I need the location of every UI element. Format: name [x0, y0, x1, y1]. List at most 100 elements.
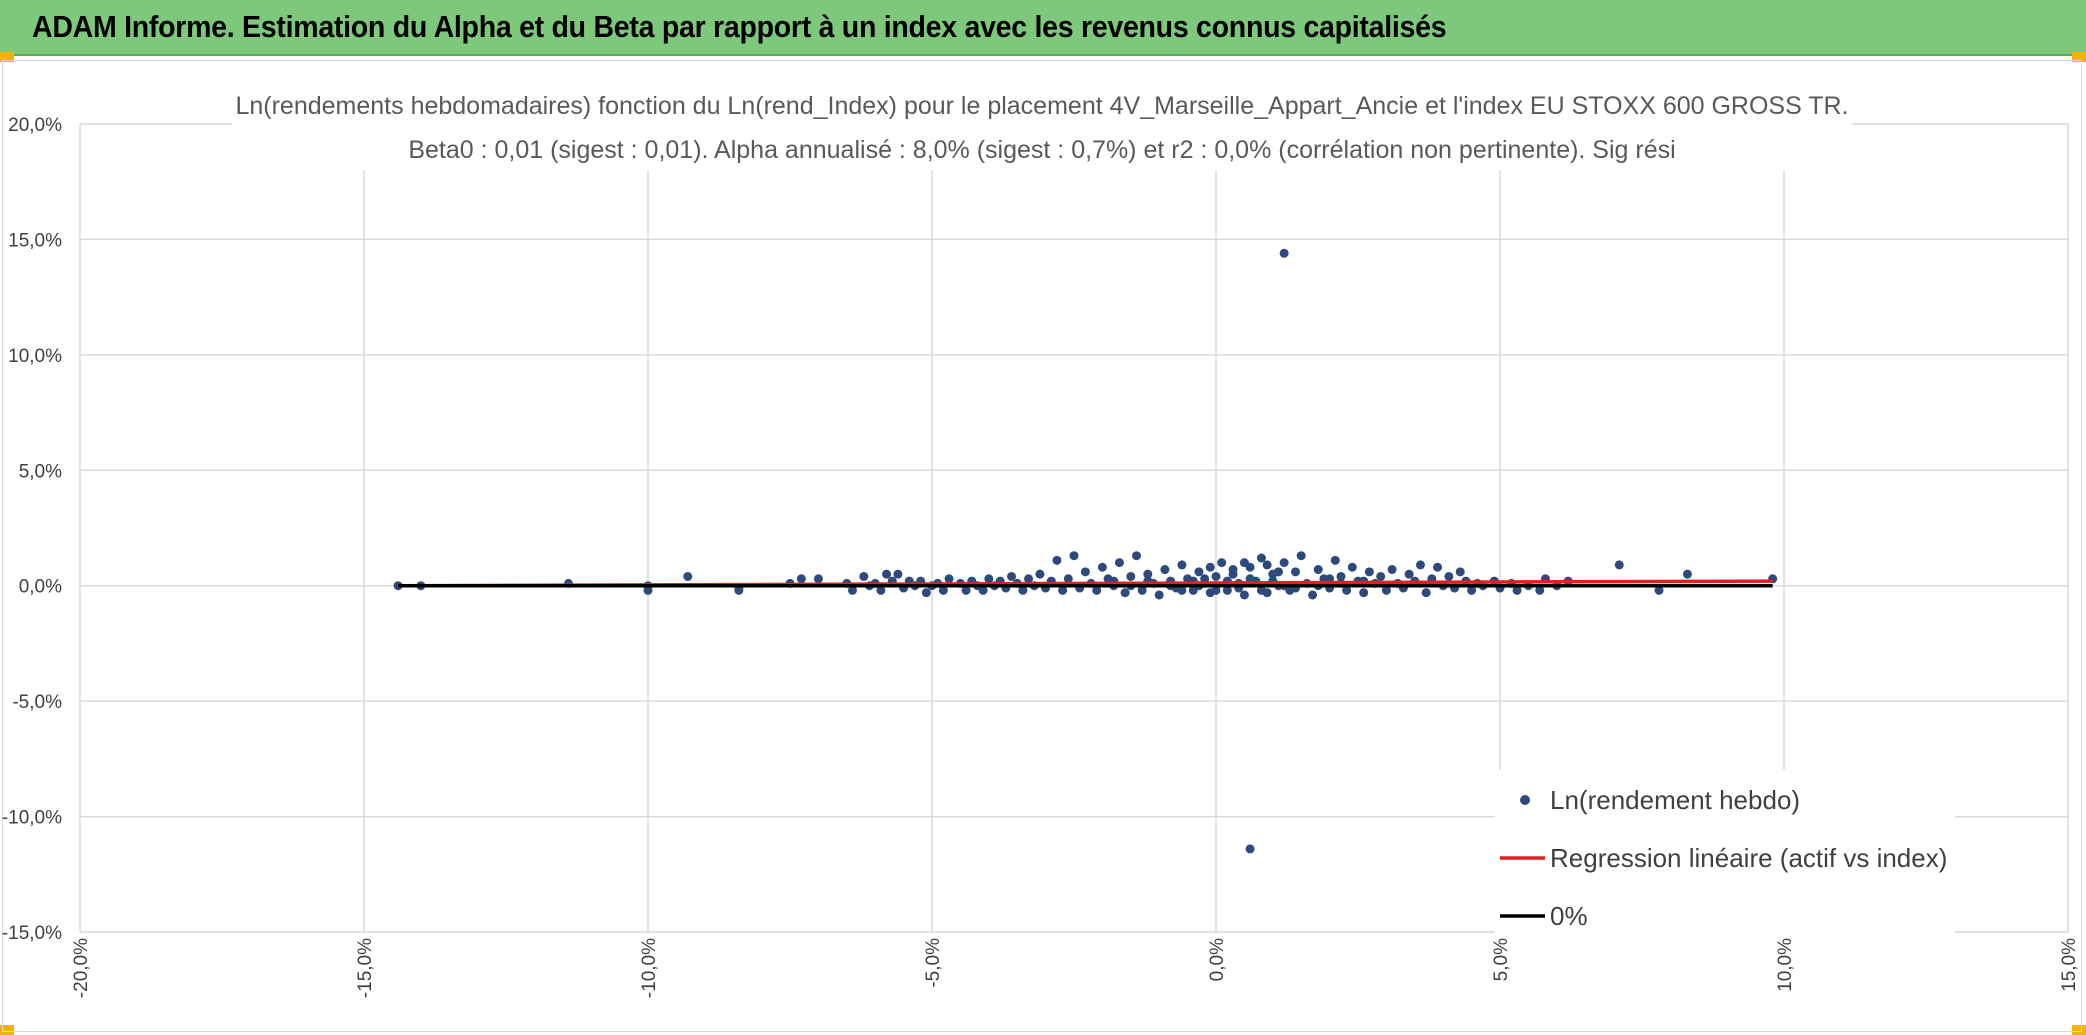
y-tick-label: 0,0% — [19, 577, 62, 598]
data-point — [1376, 571, 1386, 581]
chart-frame — [2, 60, 2082, 1032]
data-point — [1007, 571, 1017, 581]
x-tick-label: 10,0% — [1775, 938, 1796, 992]
legend-background — [1495, 770, 1955, 938]
y-tick-label: 10,0% — [8, 346, 62, 367]
data-point — [1063, 574, 1073, 584]
data-point — [1120, 588, 1130, 598]
data-point — [1654, 585, 1664, 595]
report-title: ADAM Informe. Estimation du Alpha et du … — [32, 9, 1447, 44]
data-point — [1682, 569, 1692, 579]
corner-marker-bottom-left — [0, 1025, 14, 1035]
data-point — [1097, 562, 1107, 572]
data-point — [1614, 560, 1624, 570]
x-tick-label: 5,0% — [1491, 938, 1512, 981]
data-point — [1364, 567, 1374, 577]
y-tick-label: 5,0% — [19, 461, 62, 482]
data-point — [1347, 562, 1357, 572]
data-point — [1359, 588, 1369, 598]
data-point — [1092, 585, 1102, 595]
data-point — [1052, 555, 1062, 565]
data-point — [1200, 574, 1210, 584]
data-point — [1114, 558, 1124, 568]
chart-title-background — [232, 86, 1852, 170]
data-point — [1035, 569, 1045, 579]
data-point — [1256, 553, 1266, 563]
data-point — [1211, 571, 1221, 581]
data-point — [1262, 560, 1272, 570]
y-tick-label: -15,0% — [2, 923, 62, 944]
data-point — [1080, 567, 1090, 577]
data-point — [859, 571, 869, 581]
data-point — [1433, 562, 1443, 572]
data-point — [1342, 585, 1352, 595]
data-point — [1160, 565, 1170, 575]
data-point — [1154, 590, 1164, 600]
x-tick-label: -5,0% — [923, 938, 944, 988]
data-point — [1421, 588, 1431, 598]
chart-legend: Ln(rendement hebdo) Regression linéaire … — [1495, 770, 1955, 938]
data-point — [1194, 567, 1204, 577]
data-point — [938, 585, 948, 595]
data-point — [1336, 571, 1346, 581]
legend-label-points: Ln(rendement hebdo) — [1550, 785, 1800, 815]
data-point — [813, 574, 823, 584]
data-point — [1211, 585, 1221, 595]
data-point — [1217, 558, 1227, 568]
data-point — [944, 574, 954, 584]
data-point — [1330, 555, 1340, 565]
corner-marker-top-left — [0, 52, 14, 62]
data-point — [1415, 560, 1425, 570]
y-tick-label: -10,0% — [2, 808, 62, 829]
data-point — [1273, 567, 1283, 577]
data-point — [1177, 560, 1187, 570]
data-point — [961, 585, 971, 595]
report-banner: ADAM Informe. Estimation du Alpha et du … — [0, 0, 2086, 56]
data-point — [1296, 551, 1306, 561]
data-point — [1467, 585, 1477, 595]
legend-label-regression: Regression linéaire (actif vs index) — [1550, 843, 1947, 873]
data-point — [1143, 569, 1153, 579]
y-tick-label: 15,0% — [8, 230, 62, 251]
data-point — [796, 574, 806, 584]
data-point — [1387, 565, 1397, 575]
data-point — [1279, 248, 1289, 258]
data-point — [1245, 844, 1255, 854]
data-point — [1239, 558, 1249, 568]
data-point — [1239, 590, 1249, 600]
data-point — [1222, 585, 1232, 595]
data-point — [1512, 585, 1522, 595]
corner-marker-bottom-right — [2072, 1025, 2086, 1035]
data-point — [1291, 567, 1301, 577]
y-tick-label: -5,0% — [12, 692, 62, 713]
x-tick-label: 15,0% — [2059, 938, 2080, 992]
data-point — [978, 585, 988, 595]
data-point — [1256, 585, 1266, 595]
data-point — [921, 588, 931, 598]
data-point — [1228, 565, 1238, 575]
y-tick-label: 20,0% — [8, 115, 62, 136]
data-point — [683, 571, 693, 581]
data-point — [893, 569, 903, 579]
data-point — [1177, 585, 1187, 595]
data-point — [1058, 585, 1068, 595]
data-point — [876, 585, 886, 595]
legend-marker-points — [1520, 795, 1530, 805]
data-point — [1024, 574, 1034, 584]
chart-series — [393, 248, 1778, 854]
data-point — [1245, 574, 1255, 584]
chart-title-group: Ln(rendements hebdomadaires) fonction du… — [232, 86, 1852, 170]
data-point — [1313, 565, 1323, 575]
data-point — [1535, 585, 1545, 595]
chart-title-line-2: Beta0 : 0,01 (sigest : 0,01). Alpha annu… — [408, 136, 1675, 164]
data-point — [1279, 558, 1289, 568]
data-point — [1126, 571, 1136, 581]
data-point — [984, 574, 994, 584]
x-tick-label: 0,0% — [1207, 938, 1228, 981]
data-point — [847, 585, 857, 595]
chart-tick-labels: -20,0% -15,0% -10,0% -5,0% 0,0% 5,0% 10,0% 15,0… — [2, 115, 2080, 998]
data-point — [1308, 590, 1318, 600]
chart-title-line-1: Ln(rendements hebdomadaires) fonction du… — [235, 92, 1848, 120]
